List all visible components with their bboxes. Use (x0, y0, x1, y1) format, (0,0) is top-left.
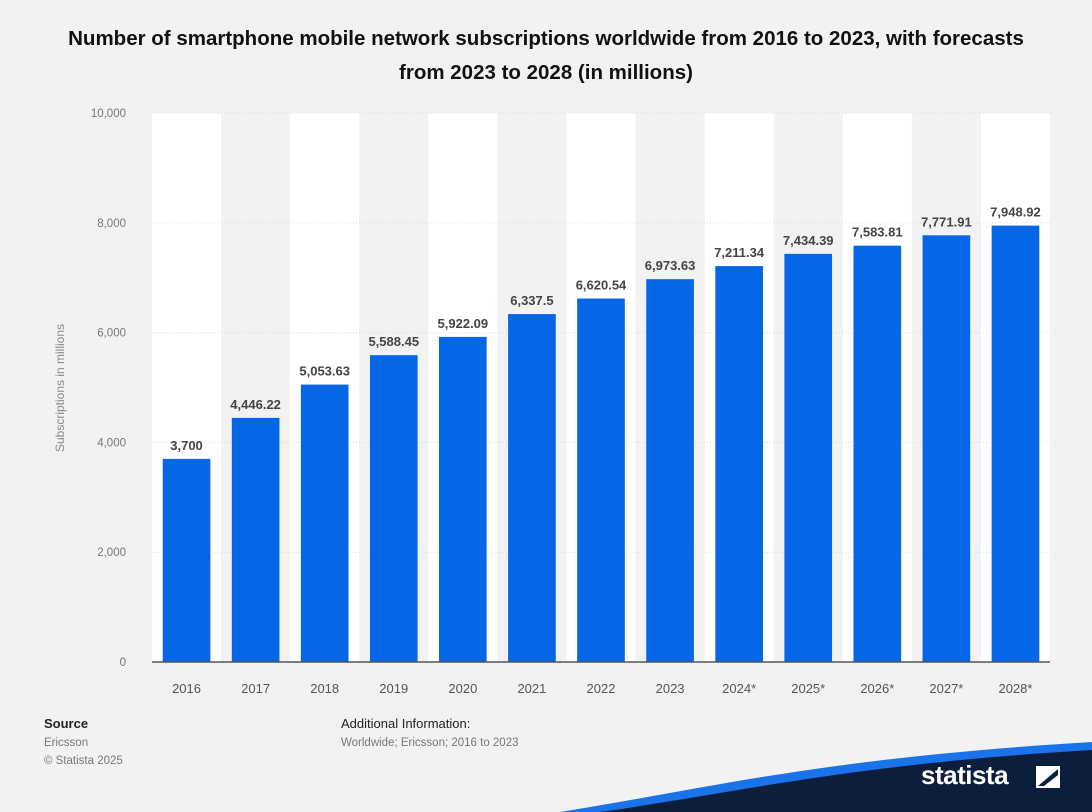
source-heading: Source (44, 716, 89, 731)
data-label: 6,973.63 (645, 258, 696, 273)
x-tick-label: 2016 (172, 681, 201, 696)
additional-info-heading[interactable]: Additional Information: (341, 716, 471, 731)
copyright-notice: © Statista 2025 (44, 755, 123, 767)
x-tick-label: 2025* (791, 681, 825, 696)
data-label: 6,620.54 (576, 278, 627, 293)
bar (991, 225, 1040, 662)
data-label: 7,211.34 (714, 245, 765, 260)
additional-info-text: Worldwide; Ericsson; 2016 to 2023 (341, 737, 519, 749)
x-tick-label: 2026* (860, 681, 894, 696)
data-label: 7,948.92 (990, 205, 1041, 220)
x-tick-label: 2021 (517, 681, 546, 696)
bar (853, 245, 902, 662)
bar (784, 253, 833, 662)
y-tick-label: 6,000 (97, 328, 126, 340)
y-tick-label: 0 (120, 657, 126, 669)
data-label: 6,337.5 (510, 293, 553, 308)
brand-swoosh-band (600, 750, 1092, 812)
y-tick-label: 8,000 (97, 218, 126, 230)
statista-logo-icon[interactable] (1036, 766, 1060, 788)
x-tick-label: 2024* (722, 681, 756, 696)
bar (300, 384, 349, 662)
x-tick-label: 2019 (379, 681, 408, 696)
source-name: Ericsson (44, 737, 89, 749)
data-label: 4,446.22 (230, 397, 281, 412)
chart-title: Number of smartphone mobile network subs… (68, 27, 1024, 84)
bar (922, 235, 971, 662)
y-tick-label: 4,000 (97, 437, 126, 449)
bar (231, 417, 280, 662)
x-tick-label: 2022 (587, 681, 616, 696)
x-tick-label: 2017 (241, 681, 270, 696)
statista-logo-text[interactable]: statista (921, 760, 1009, 790)
x-tick-label: 2023 (656, 681, 685, 696)
bar (369, 355, 418, 662)
x-tick-label: 2027* (929, 681, 963, 696)
x-tick-label: 2028* (998, 681, 1032, 696)
data-label: 7,771.91 (921, 214, 972, 229)
bar (439, 336, 487, 662)
bar (646, 279, 694, 662)
bar-chart: 0 2,000 4,000 6,000 8,000 10,000 Subscriptions… (53, 108, 1050, 696)
data-label: 3,700 (170, 438, 203, 453)
y-axis-label: Subscriptions in millions (53, 324, 67, 452)
bar (577, 298, 625, 662)
x-tick-label: 2020 (448, 681, 477, 696)
bar (715, 266, 763, 662)
data-label: 5,922.09 (438, 316, 489, 331)
y-tick-label: 10,000 (91, 108, 126, 120)
x-tick-label: 2018 (310, 681, 339, 696)
data-label: 7,434.39 (783, 233, 834, 248)
bar (162, 458, 211, 662)
bar (508, 314, 556, 662)
data-label: 5,588.45 (368, 334, 419, 349)
data-label: 7,583.81 (852, 225, 903, 240)
data-label: 5,053.63 (299, 364, 350, 379)
y-tick-label: 2,000 (97, 547, 126, 559)
